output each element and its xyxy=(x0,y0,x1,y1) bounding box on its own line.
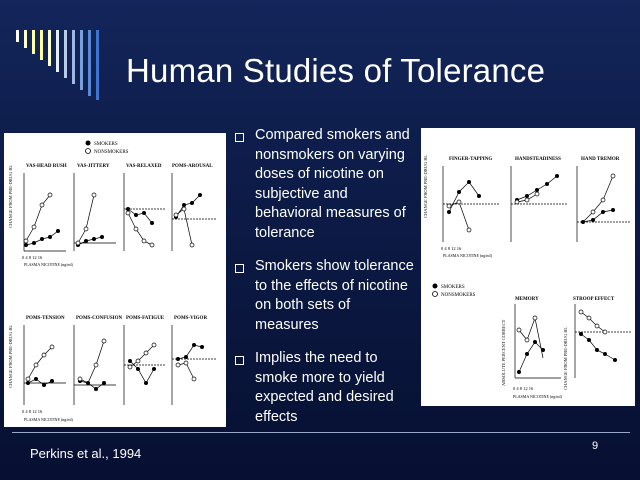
right-legend-smokers-marker xyxy=(432,283,438,289)
right-xlabel-top: PLASMA NICOTINE (ng/ml) xyxy=(443,253,493,258)
title-stroop-effect: STROOP EFFECT xyxy=(573,297,615,302)
panel-handsteadiness xyxy=(510,166,567,242)
title-finger-tapping: FINGER-TAPPING xyxy=(449,157,492,162)
panel-vas-head-rush xyxy=(23,173,66,252)
title-poms-arousal: POMS-AROUSAL xyxy=(172,164,213,169)
footer-divider xyxy=(12,432,630,433)
panel-vas-jittery-points xyxy=(75,192,104,247)
left-xticks-bottom: 0 4 8 12 16 xyxy=(22,409,43,414)
panel-vas-head-rush-points xyxy=(23,192,60,247)
left-ylabel-bottom: CHANGE FROM PRE-DRUG BL xyxy=(8,325,13,388)
bullet-item: Implies the need to smoke more to yield … xyxy=(235,349,415,427)
title-poms-tension: POMS-TENSION xyxy=(26,316,65,321)
panel-stroop xyxy=(574,304,631,378)
left-figure: SMOKERS NONSMOKERS CHANGE FROM PRE-DRUG … xyxy=(8,140,216,422)
panel-memory xyxy=(514,304,561,379)
bullet-box-icon xyxy=(235,264,244,273)
legend-smokers: SMOKERS xyxy=(94,142,118,147)
right-xticks-bottom: 0 4 8 12 16 xyxy=(513,386,534,391)
title-poms-fatigue: POMS-FATIGUE xyxy=(126,316,165,321)
legend-nonsmokers-marker xyxy=(85,148,91,154)
bullet-text: Implies the need to smoke more to yield … xyxy=(255,350,394,425)
decorative-stripes xyxy=(16,30,99,100)
right-figure: CHANGE FROM PRE-DRUG BL FINGER-TAPPING H… xyxy=(423,155,631,399)
bullet-text: Compared smokers and nonsmokers on varyi… xyxy=(255,127,410,241)
bullet-box-icon xyxy=(235,133,244,142)
left-figure-panel: SMOKERS NONSMOKERS CHANGE FROM PRE-DRUG … xyxy=(4,133,226,427)
panel-hand-tremor xyxy=(576,166,631,242)
panel-poms-confusion xyxy=(73,325,116,405)
right-xlabel-bottom: PLASMA NICOTINE (ng/ml) xyxy=(513,394,563,399)
title-memory: MEMORY xyxy=(515,297,539,302)
slide-title: Human Studies of Tolerance xyxy=(126,52,546,89)
bullet-item: Smokers show tolerance to the effects of… xyxy=(235,257,415,335)
panel-handsteadiness-points xyxy=(514,174,559,205)
left-xticks-top: 0 4 8 12 16 xyxy=(22,255,43,260)
title-vas-head-rush: VAS-HEAD RUSH xyxy=(26,164,67,169)
panel-vas-relaxed-points xyxy=(125,207,155,248)
panel-poms-arousal-points xyxy=(173,193,202,248)
page-number: 9 xyxy=(592,440,599,452)
panel-hand-tremor-points xyxy=(581,173,616,224)
citation: Perkins et al., 1994 xyxy=(30,446,142,461)
legend-nonsmokers: NONSMOKERS xyxy=(94,150,129,155)
panel-vas-relaxed xyxy=(123,173,166,251)
panel-poms-confusion-points xyxy=(77,338,107,391)
legend-smokers-marker xyxy=(85,140,91,146)
panel-poms-arousal xyxy=(171,173,216,251)
title-vas-jittery: VAS-JITTERY xyxy=(77,164,110,169)
bullet-item: Compared smokers and nonsmokers on varyi… xyxy=(235,126,415,243)
right-ylabel-stroop: CHANGE FROM PRE-DRUG BL xyxy=(563,327,568,390)
left-xlabel-top: PLASMA NICOTINE (ng/ml) xyxy=(24,262,74,267)
right-ylabel-top: CHANGE FROM PRE-DRUG BL xyxy=(423,155,428,218)
left-xlabel-bottom: PLASMA NICOTINE (ng/ml) xyxy=(24,417,74,422)
title-vas-relaxed: VAS-RELAXED xyxy=(126,164,162,169)
bullet-list: Compared smokers and nonsmokers on varyi… xyxy=(235,126,415,441)
bullet-box-icon xyxy=(235,356,244,365)
panel-poms-tension-points xyxy=(25,344,55,387)
right-legend-nonsmokers: NONSMOKERS xyxy=(441,293,476,298)
right-legend-nonsmokers-marker xyxy=(432,291,438,297)
panel-finger-tapping-points xyxy=(446,180,481,233)
right-xticks-top: 0 4 8 12 16 xyxy=(441,246,462,251)
panel-poms-fatigue-points xyxy=(127,342,157,385)
right-legend-smokers: SMOKERS xyxy=(441,285,465,290)
panel-poms-tension xyxy=(23,325,66,405)
left-ylabel-top: CHANGE FROM PRE-DRUG BL xyxy=(8,165,13,228)
panel-finger-tapping xyxy=(442,166,499,242)
bullet-text: Smokers show tolerance to the effects of… xyxy=(255,258,414,333)
panel-poms-vigor-points xyxy=(175,343,204,382)
panel-memory-points xyxy=(516,315,545,374)
title-hand-tremor: HAND TREMOR xyxy=(581,157,620,162)
right-figure-panel: CHANGE FROM PRE-DRUG BL FINGER-TAPPING H… xyxy=(421,128,635,406)
title-poms-confusion: POMS-CONFUSION xyxy=(76,316,123,321)
title-handsteadiness: HANDSTEADINESS xyxy=(515,157,561,162)
panel-stroop-points xyxy=(578,309,617,362)
title-poms-vigor: POMS-VIGOR xyxy=(174,316,207,321)
right-ylabel-memory: ABSOLUTE PERCENT CORRECT xyxy=(501,319,506,386)
